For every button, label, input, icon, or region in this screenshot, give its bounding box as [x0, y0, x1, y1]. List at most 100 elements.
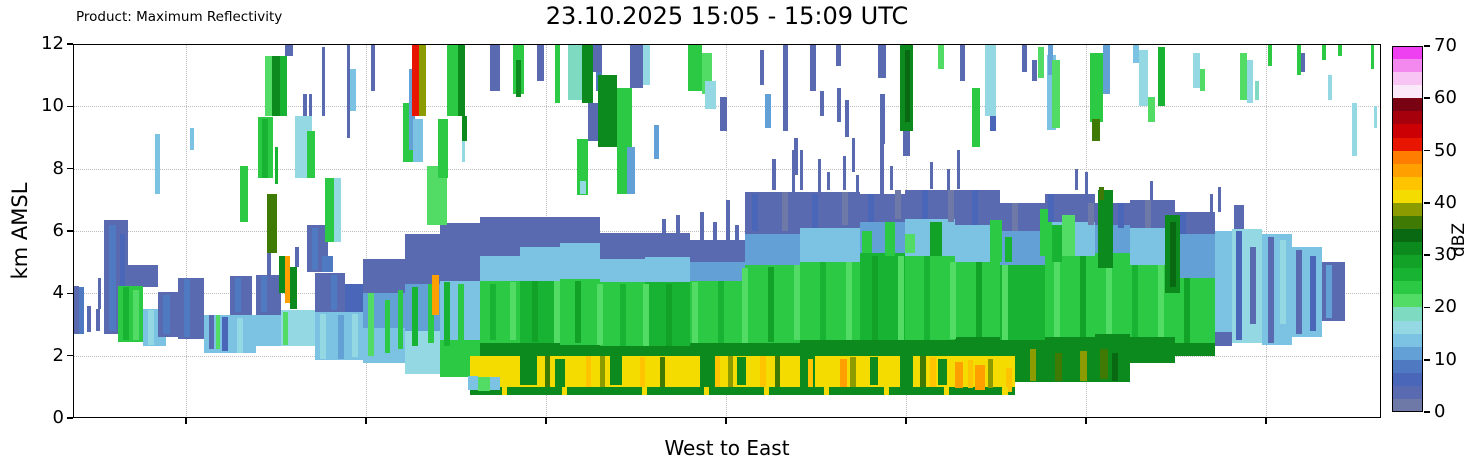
x-axis-label: West to East — [664, 436, 790, 460]
radar-cell — [1328, 75, 1332, 101]
radar-cell — [438, 118, 448, 178]
radar-cell — [1297, 44, 1301, 76]
radar-cell — [1098, 190, 1113, 269]
radar-cell — [403, 103, 413, 163]
radar-cell — [760, 50, 764, 85]
radar-cell — [1250, 246, 1256, 325]
radar-cell — [290, 266, 297, 309]
radar-cell — [988, 358, 993, 389]
radar-cell — [1139, 50, 1148, 107]
radar-cell — [120, 234, 125, 325]
radar-cell — [1046, 54, 1056, 130]
radar-cell — [285, 255, 290, 303]
radar-cell — [322, 47, 325, 116]
radar-cell — [468, 375, 478, 390]
radar-cell — [810, 44, 816, 91]
radar-cell — [502, 386, 507, 395]
radar-cell — [324, 178, 334, 242]
radar-cell — [1210, 193, 1213, 216]
radar-cell — [1040, 209, 1052, 256]
radar-cell — [480, 216, 520, 256]
radar-cell — [412, 287, 418, 347]
radar-cell — [1175, 343, 1215, 356]
radar-cell — [900, 355, 913, 387]
radar-cell — [800, 227, 860, 263]
colorbar-segment — [1392, 202, 1423, 216]
y-tick-mark — [67, 292, 73, 295]
colorbar-segment — [1392, 72, 1423, 86]
radar-cell — [118, 285, 143, 342]
plot-area — [73, 44, 1381, 418]
colorbar-segment — [1392, 320, 1423, 334]
radar-cell — [280, 56, 287, 116]
radar-cell — [1080, 350, 1087, 381]
radar-cell — [1352, 103, 1357, 157]
radar-cell — [818, 159, 821, 200]
radar-cell — [398, 290, 403, 350]
radar-cell — [334, 178, 341, 242]
radar-cell — [1100, 349, 1108, 380]
radar-cell — [947, 168, 950, 191]
radar-cell — [363, 259, 405, 294]
radar-cell — [775, 355, 780, 387]
radar-cell — [412, 44, 419, 116]
colorbar-tick-mark — [1424, 45, 1430, 47]
radar-cell — [1048, 193, 1054, 222]
radar-cell — [905, 50, 910, 122]
radar-cell — [275, 146, 278, 185]
radar-cell — [840, 358, 847, 387]
radar-cell — [216, 315, 220, 350]
radar-cell — [843, 156, 846, 191]
radar-cell — [133, 290, 139, 341]
radar-cell — [575, 280, 581, 344]
radar-cell — [462, 115, 467, 141]
colorbar-label: dBZ — [1449, 222, 1469, 258]
radar-cell — [545, 355, 550, 387]
radar-cell — [645, 232, 690, 258]
radar-cell — [1215, 332, 1232, 347]
radar-cell — [772, 159, 776, 191]
radar-cell — [279, 255, 285, 294]
radar-cell — [1022, 44, 1027, 73]
radar-cell — [820, 262, 826, 341]
radar-cell — [296, 312, 302, 347]
radar-cell — [745, 234, 800, 266]
radar-cell — [1062, 215, 1075, 256]
radar-cell — [352, 313, 358, 358]
radar-cell — [432, 274, 439, 316]
radar-cell — [1158, 47, 1165, 107]
radar-cell — [1051, 59, 1060, 129]
radar-cell — [960, 44, 965, 82]
radar-cell — [97, 277, 101, 309]
radar-cell — [975, 365, 985, 390]
radar-cell — [968, 360, 973, 389]
radar-cell — [782, 192, 788, 231]
radar-cell — [1326, 265, 1332, 319]
radar-cell — [1092, 118, 1100, 141]
radar-cell — [1301, 53, 1305, 73]
y-tick-mark — [67, 230, 73, 232]
radar-cell — [559, 216, 600, 244]
radar-cell — [728, 355, 733, 387]
radar-cell — [588, 103, 598, 141]
radar-cell — [413, 118, 423, 163]
radar-cell — [884, 386, 889, 396]
radar-cell — [576, 139, 588, 195]
colorbar-segment — [1392, 307, 1423, 321]
radar-cell — [178, 277, 204, 339]
radar-cell — [480, 255, 520, 281]
radar-cell — [490, 377, 500, 390]
radar-cell — [1268, 237, 1274, 344]
radar-cell — [617, 87, 632, 147]
radar-cell — [346, 44, 350, 138]
radar-cell — [1030, 349, 1036, 381]
grid-line-vertical — [365, 44, 367, 418]
radar-cell — [824, 386, 829, 395]
radar-cell — [1373, 106, 1377, 129]
radar-cell — [922, 190, 928, 219]
radar-cell — [320, 313, 326, 359]
radar-cell — [1129, 336, 1175, 364]
colorbar-segment — [1392, 150, 1423, 164]
colorbar-tick-mark — [1424, 306, 1430, 309]
